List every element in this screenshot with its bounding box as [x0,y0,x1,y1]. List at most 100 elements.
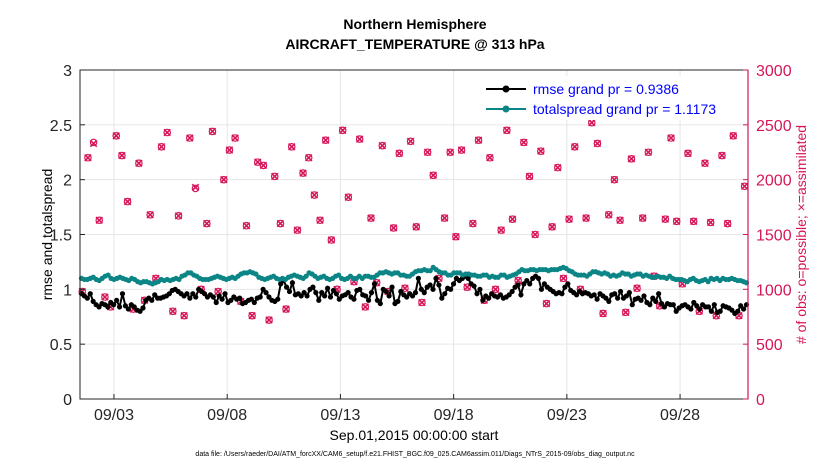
obs-possible-point [367,214,375,222]
obs-assimilated-point [548,223,556,231]
legend-box [478,76,740,120]
obs-possible-point [378,141,387,150]
rmse-point [717,308,723,314]
obs-possible-point [344,193,353,202]
obs-possible-point [463,283,472,291]
obs-possible-point [627,155,636,163]
rmse-point [559,291,565,297]
rmse-point [711,302,717,308]
rmse-point [641,293,647,299]
obs-assimilated-point [118,151,126,160]
obs-possible-point [423,148,432,157]
rmse-point [509,288,515,295]
obs-assimilated-point [174,212,183,220]
obs-assimilated-point [457,146,466,154]
rmse-point [111,302,117,308]
obs-assimilated-point [474,136,483,144]
obs-assimilated-point [514,276,522,285]
y-right-tick-label: 0 [756,392,765,409]
obs-possible-point [610,175,619,184]
obs-assimilated-point [248,311,256,320]
obs-possible-point [282,305,290,313]
obs-possible-point [633,284,641,293]
chart-title: Northern Hemisphere [343,16,487,32]
obs-possible-point [621,308,630,317]
obs-assimilated-point [367,214,375,222]
obs-possible-point [469,219,477,228]
legend: rmse grand pr = 0.9386 totalspread grand … [478,76,740,120]
obs-assimilated-point [559,274,568,283]
rmse-point [286,288,293,295]
obs-possible-point [537,147,545,155]
y-left-tick-label: 2 [63,173,72,190]
obs-assimilated-point [440,214,449,222]
obs-assimilated-point [225,146,234,154]
obs-assimilated-point [186,134,194,142]
rmse-point [471,283,477,289]
obs-assimilated-point [265,316,273,324]
obs-assimilated-point [361,303,370,311]
y-right-tick-label: 1000 [756,282,792,299]
legend-label: rmse grand pr = 0.9386 [533,81,679,97]
rmse-point [697,306,703,312]
obs-possible-point [163,128,171,137]
obs-possible-point [203,219,211,228]
obs-assimilated-point [429,171,438,180]
obs-assimilated-point [157,143,166,151]
obs-assimilated-point [667,134,675,142]
rmse-point [448,286,454,292]
rmse-point [442,291,448,297]
x-tick-label: 09/08 [207,407,247,424]
y-axis-left-label: rmse and totalspread [39,169,55,301]
obs-assimilated-point [101,293,109,301]
obs-possible-point [553,163,562,172]
obs-possible-point [729,132,738,140]
obs-assimilated-point [191,183,200,192]
obs-possible-point [338,126,347,135]
x-tick-label: 09/18 [434,407,474,424]
obs-assimilated-point [412,223,421,231]
rmse-point [345,290,351,296]
y-right-tick-label: 1500 [756,228,792,245]
rmse-point [433,275,439,281]
obs-possible-point [89,138,98,147]
obs-possible-point [452,232,460,241]
obs-assimilated-point [638,214,647,222]
rmse-point [465,275,471,281]
rmse-point [257,294,263,300]
y-left-tick-label: 3 [63,63,72,80]
obs-possible-point [191,184,200,193]
rmse-point [708,308,714,314]
obs-assimilated-point [633,284,641,293]
rmse-point [656,291,662,297]
y-right-tick-label: 3000 [756,63,792,80]
obs-possible-point [525,172,534,181]
obs-assimilated-point [163,128,171,137]
obs-assimilated-point [554,163,562,172]
obs-possible-point [565,215,573,223]
obs-possible-point [361,303,370,311]
obs-possible-point [672,217,681,226]
obs-assimilated-point [378,141,387,150]
obs-possible-point [474,136,483,144]
obs-possible-point [689,217,698,226]
obs-possible-point [706,218,715,227]
obs-assimilated-point [299,169,307,177]
rmse-point [377,300,383,307]
rmse-point [647,302,653,308]
obs-possible-point [616,216,624,225]
rmse-point [87,291,93,297]
obs-possible-point [440,214,449,222]
rmse-point [84,295,90,301]
rmse-point [213,299,219,306]
obs-assimilated-point [276,219,285,228]
rmse-point [565,281,571,287]
obs-assimilated-point [689,217,698,226]
rmse-point [316,297,322,303]
rmse-point [365,297,372,303]
obs-possible-point [95,216,104,225]
rmse-point [187,295,193,301]
x-tick-label: 09/28 [660,407,700,424]
obs-assimilated-point [486,153,494,162]
obs-assimilated-point [344,193,353,201]
